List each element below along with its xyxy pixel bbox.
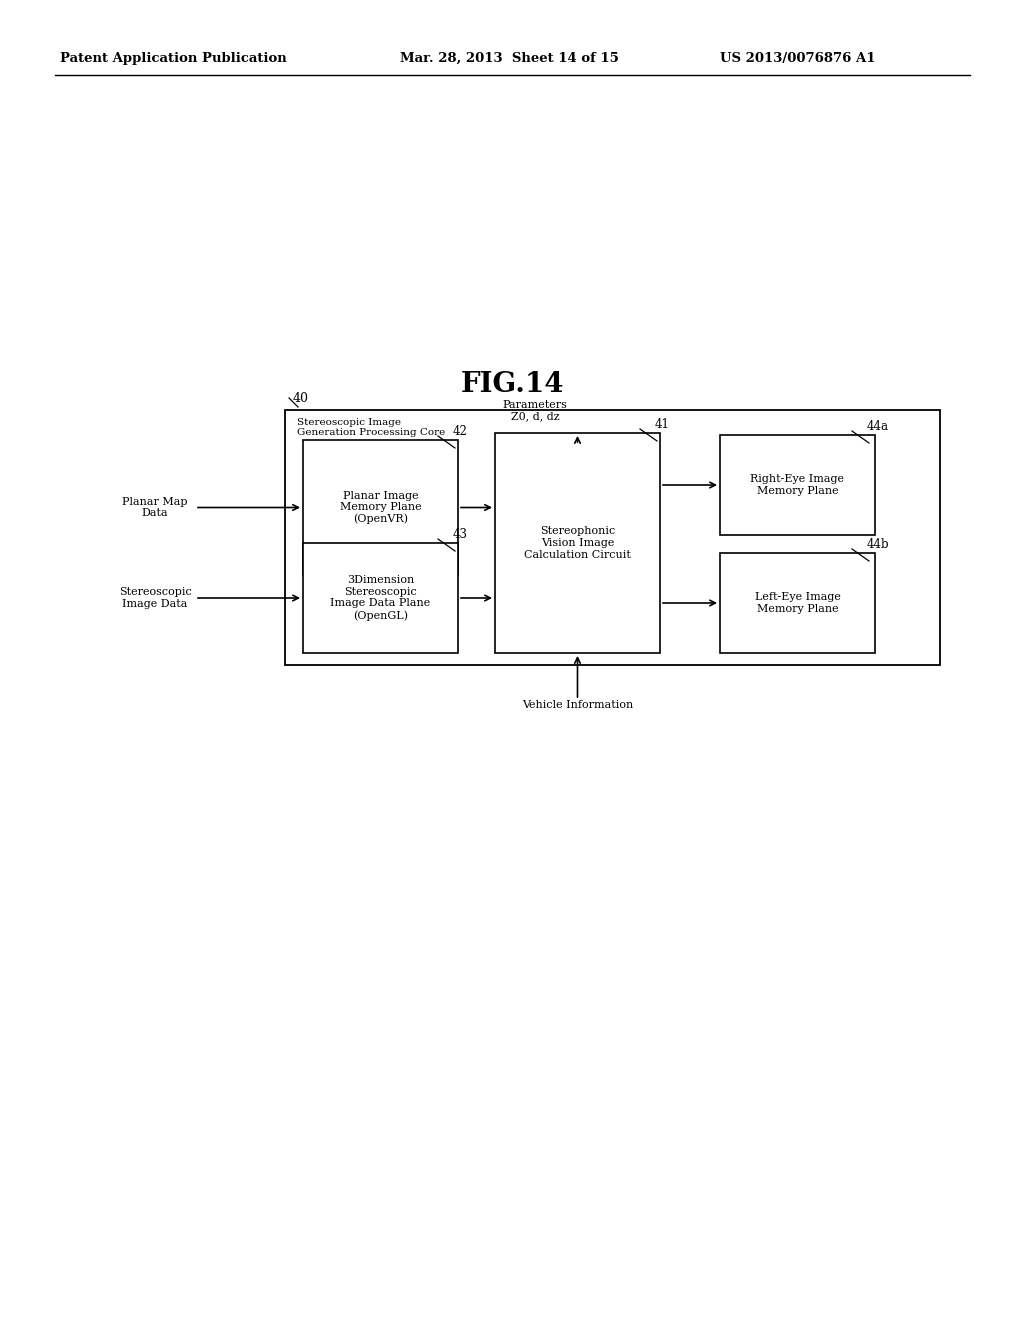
Text: 43: 43 <box>453 528 468 541</box>
Text: 3Dimension
Stereoscopic
Image Data Plane
(OpenGL): 3Dimension Stereoscopic Image Data Plane… <box>331 576 431 620</box>
Text: Planar Map
Data: Planar Map Data <box>122 496 187 519</box>
Text: FIG.14: FIG.14 <box>460 371 564 399</box>
Text: 44a: 44a <box>867 420 889 433</box>
Bar <box>720 553 874 653</box>
Text: Stereoscopic Image
Generation Processing Core: Stereoscopic Image Generation Processing… <box>297 418 445 437</box>
Bar <box>495 433 660 653</box>
Bar <box>303 543 458 653</box>
Text: Mar. 28, 2013  Sheet 14 of 15: Mar. 28, 2013 Sheet 14 of 15 <box>400 51 618 65</box>
Text: Parameters
Z0, d, dz: Parameters Z0, d, dz <box>503 400 567 421</box>
Text: Stereoscopic
Image Data: Stereoscopic Image Data <box>119 587 191 609</box>
Bar <box>285 411 940 665</box>
Bar <box>303 440 458 576</box>
Text: US 2013/0076876 A1: US 2013/0076876 A1 <box>720 51 876 65</box>
Text: 44b: 44b <box>867 539 890 550</box>
Bar <box>720 436 874 535</box>
Text: 42: 42 <box>453 425 468 438</box>
Text: Right-Eye Image
Memory Plane: Right-Eye Image Memory Plane <box>751 474 845 496</box>
Text: Vehicle Information: Vehicle Information <box>522 700 633 710</box>
Text: Stereophonic
Vision Image
Calculation Circuit: Stereophonic Vision Image Calculation Ci… <box>524 527 631 560</box>
Text: Planar Image
Memory Plane
(OpenVR): Planar Image Memory Plane (OpenVR) <box>340 491 421 524</box>
Text: 41: 41 <box>655 418 670 432</box>
Text: Left-Eye Image
Memory Plane: Left-Eye Image Memory Plane <box>755 593 841 614</box>
Text: Patent Application Publication: Patent Application Publication <box>60 51 287 65</box>
Text: 40: 40 <box>293 392 309 405</box>
